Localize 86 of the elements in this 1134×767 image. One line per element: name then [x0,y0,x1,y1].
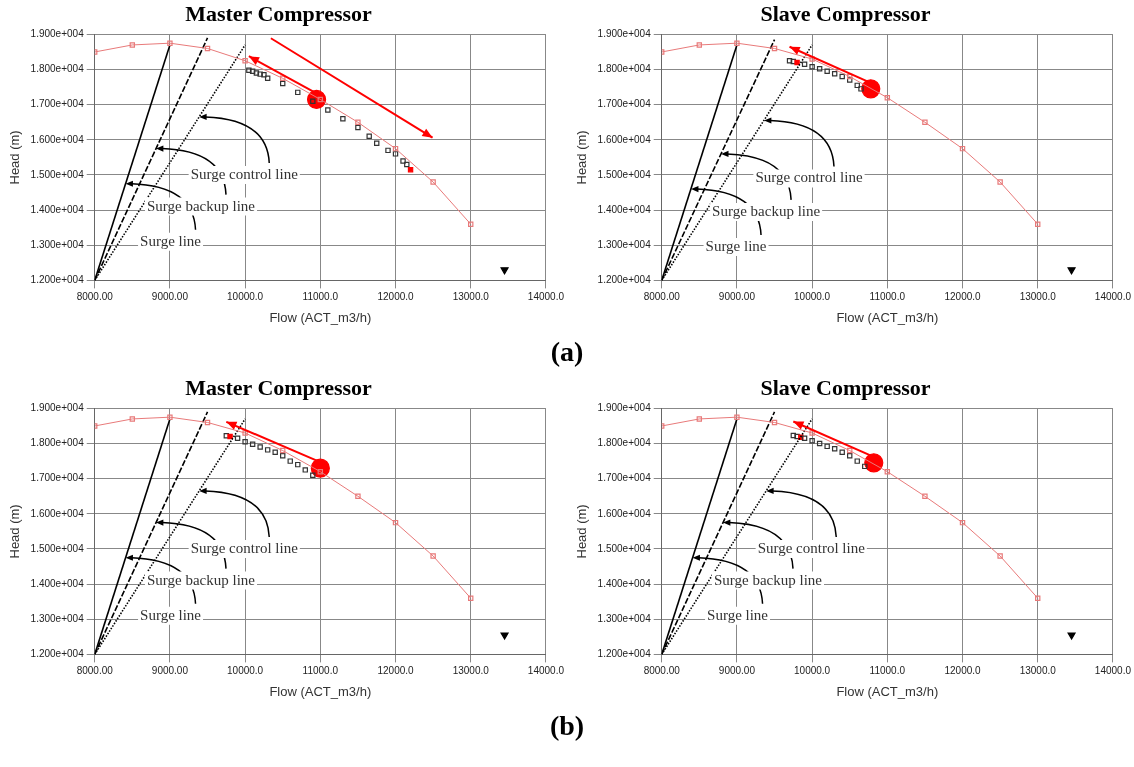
chart-title: Master Compressor [185,0,373,26]
y-tick-label: 1.600e+004 [30,133,85,145]
chart-title: Slave Compressor [760,0,931,26]
annotation: Surge backup line [713,571,823,588]
annotation: Surge line [705,237,767,254]
chart-title: Master Compressor [185,374,373,400]
x-tick-label: 8000.00 [76,291,114,303]
x-tick-label: 14000.0 [527,291,565,303]
y-tick-label: 1.900e+004 [597,28,652,40]
y-tick-label: 1.300e+004 [30,239,85,251]
x-tick-label: 9000.00 [718,665,756,677]
y-tick-label: 1.400e+004 [30,203,85,215]
y-tick-label: 1.900e+004 [30,28,85,40]
text: (a) [549,335,585,369]
x-tick-label: 12000.0 [377,291,415,303]
y-tick-label: 1.700e+004 [597,472,652,484]
y-tick-label: 1.500e+004 [597,542,652,554]
y-tick-label: 1.600e+004 [597,133,652,145]
x-tick-label: 13000.0 [452,291,490,303]
y-tick-label: 1.300e+004 [30,613,85,625]
annotation: Surge backup line [712,202,821,219]
x-tick-label: 10000.0 [227,291,264,303]
annotation: Surge line [140,232,202,249]
y-tick-label: 1.700e+004 [30,98,85,110]
annotation: Surge backup line [146,197,256,214]
x-tick-label: 14000.0 [527,665,565,677]
x-tick-label: 8000.00 [643,665,681,677]
y-tick-label: 1.800e+004 [30,63,85,75]
annotation: Surge control line [190,539,299,556]
y-tick-label: 1.800e+004 [597,437,652,449]
annotation: Surge line [140,606,202,623]
x-tick-label: 9000.00 [718,291,756,303]
y-tick-label: 1.900e+004 [30,402,85,414]
x-axis-title: Flow (ACT_m3/h) [269,683,372,699]
y-tick-label: 1.600e+004 [30,507,85,519]
y-tick-label: 1.200e+004 [30,274,85,286]
chart-title: Slave Compressor [760,374,931,400]
y-tick-label: 1.700e+004 [597,98,652,110]
x-tick-label: 13000.0 [1019,291,1057,303]
x-tick-label: 12000.0 [944,291,982,303]
y-tick-label: 1.500e+004 [597,168,652,180]
x-tick-label: 14000.0 [1094,291,1132,303]
annotation: Surge control line [190,165,299,182]
y-tick-label: 1.600e+004 [597,507,652,519]
y-tick-label: 1.800e+004 [30,437,85,449]
annotation: Surge control line [757,539,866,556]
y-tick-label: 1.300e+004 [597,613,652,625]
x-tick-label: 10000.0 [227,665,264,677]
x-axis-title: Flow (ACT_m3/h) [836,683,939,699]
y-tick-label: 1.200e+004 [597,274,652,286]
y-tick-label: 1.700e+004 [30,472,85,484]
x-tick-label: 9000.00 [151,665,189,677]
text: (b) [548,709,586,743]
y-axis-title: Head (m) [574,504,590,559]
x-axis-title: Flow (ACT_m3/h) [269,309,372,325]
y-tick-label: 1.200e+004 [30,648,85,660]
y-tick-label: 1.400e+004 [30,577,85,589]
annotation: Surge control line [755,169,863,186]
y-tick-label: 1.300e+004 [597,239,652,251]
y-tick-label: 1.200e+004 [597,648,652,660]
y-tick-label: 1.400e+004 [597,577,652,589]
x-tick-label: 8000.00 [76,665,114,677]
x-tick-label: 10000.0 [794,665,831,677]
y-tick-label: 1.500e+004 [30,542,85,554]
annotation: Surge backup line [146,571,256,588]
x-tick-label: 9000.00 [151,291,189,303]
x-tick-label: 8000.00 [643,291,681,303]
x-tick-label: 10000.0 [794,291,831,303]
x-axis-title: Flow (ACT_m3/h) [836,309,939,325]
y-axis-title: Head (m) [574,130,590,185]
y-tick-label: 1.800e+004 [597,63,652,75]
x-tick-label: 12000.0 [377,665,415,677]
x-tick-label: 11000.0 [302,291,339,303]
y-axis-title: Head (m) [7,504,23,559]
x-tick-label: 13000.0 [1019,665,1057,677]
y-tick-label: 1.500e+004 [30,168,85,180]
x-tick-label: 11000.0 [869,291,906,303]
x-tick-label: 13000.0 [452,665,490,677]
annotation: Surge line [707,606,769,623]
x-tick-label: 12000.0 [944,665,982,677]
x-tick-label: 11000.0 [869,665,906,677]
y-tick-label: 1.400e+004 [597,203,652,215]
x-tick-label: 11000.0 [302,665,339,677]
y-tick-label: 1.900e+004 [597,402,652,414]
y-axis-title: Head (m) [7,130,23,185]
x-tick-label: 14000.0 [1094,665,1132,677]
